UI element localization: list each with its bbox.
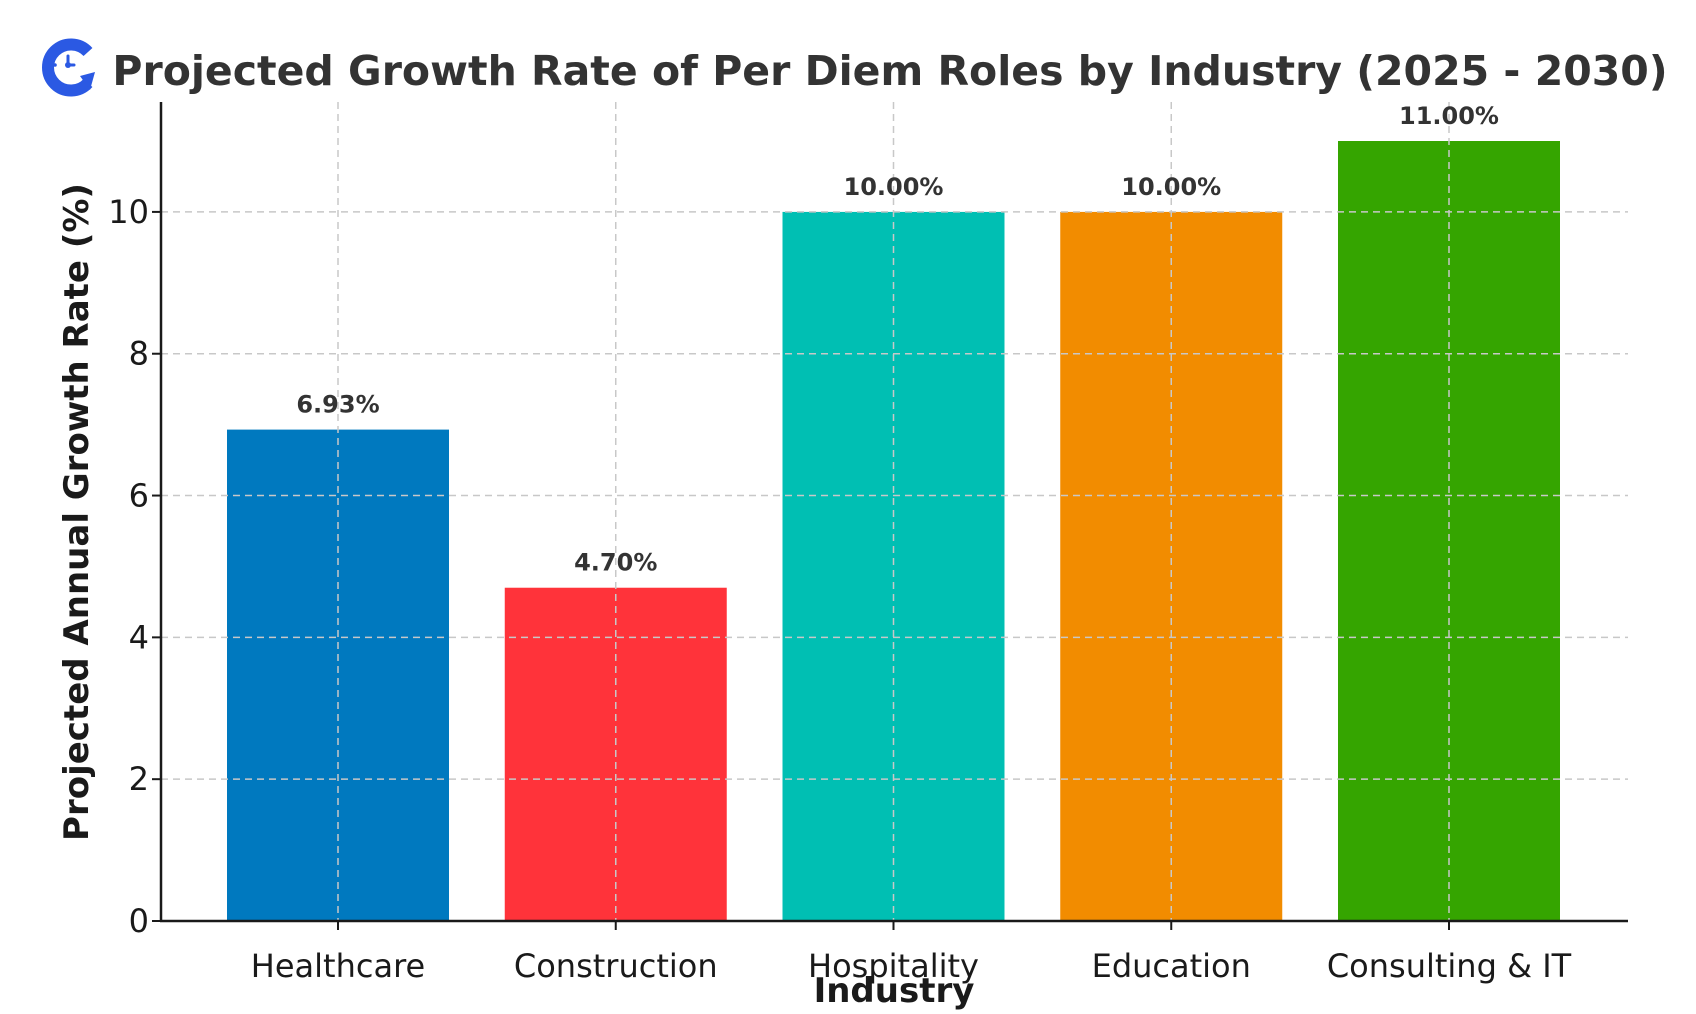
data-label: 6.93% <box>296 391 379 419</box>
x-tick-label: Construction <box>514 947 718 985</box>
chart-title: Projected Growth Rate of Per Diem Roles … <box>112 47 1667 95</box>
y-tick-label: 8 <box>129 335 149 373</box>
x-tick-label: Hospitality <box>808 947 979 985</box>
data-label: 10.00% <box>844 173 944 201</box>
clock-refresh-icon <box>42 38 95 97</box>
x-tick-label: Education <box>1092 947 1251 985</box>
y-tick-label: 4 <box>129 618 149 656</box>
y-tick-label: 2 <box>129 760 149 798</box>
y-axis-ticks: 0 2 4 6 8 10 <box>108 193 161 940</box>
data-label: 4.70% <box>574 549 657 577</box>
y-axis-label: Projected Annual Growth Rate (%) <box>57 183 97 841</box>
y-tick-label: 6 <box>129 477 149 515</box>
grid-lines <box>161 102 1628 921</box>
data-label: 11.00% <box>1399 102 1499 130</box>
x-tick-label: Consulting & IT <box>1327 947 1572 985</box>
data-labels: 6.93% 4.70% 10.00% 10.00% 11.00% <box>296 102 1499 577</box>
x-axis-ticks: Healthcare Construction Hospitality Educati… <box>251 921 1572 985</box>
x-tick-label: Healthcare <box>251 947 425 985</box>
x-axis-label: Industry <box>814 971 975 1011</box>
y-tick-label: 10 <box>108 193 149 231</box>
data-label: 10.00% <box>1121 173 1221 201</box>
y-tick-label: 0 <box>129 902 149 940</box>
